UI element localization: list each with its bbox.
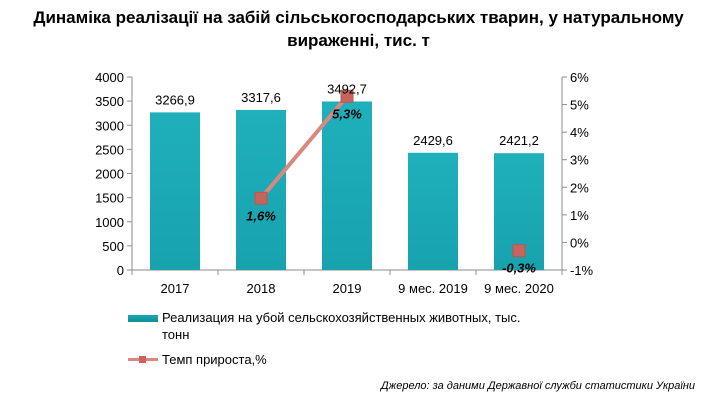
data-labels: 3266,9 3317,6 3492,7 2429,6 2421,2 1,6% 5,3% -0… — [155, 81, 539, 275]
y-left-tick-label: 1000 — [95, 215, 124, 230]
chart-title: Динаміка реалізації на забій сільськогос… — [0, 6, 717, 52]
bar-value-label: 2429,6 — [413, 133, 453, 148]
x-tick-label: 2018 — [247, 281, 276, 296]
line-value-label: -0,3% — [502, 261, 536, 276]
legend-line-label: Темп прироста,% — [162, 352, 267, 367]
y-left-tick-label: 1500 — [95, 191, 124, 206]
bar — [322, 101, 372, 270]
y-left-tick-label: 2000 — [95, 167, 124, 182]
legend-bar-swatch — [128, 315, 158, 322]
legend-bar-label-line1: Реализация на убой сельскохозяйственных … — [162, 310, 521, 325]
line-value-label: 5,3% — [332, 106, 362, 121]
line-segment — [259, 95, 349, 200]
y-left-tick-label: 0 — [117, 263, 124, 278]
x-tick-label: 2017 — [161, 281, 190, 296]
y-left-tick-label: 500 — [102, 239, 124, 254]
x-tick-label: 9 мес. 2020 — [484, 281, 554, 296]
bar-value-label: 3317,6 — [241, 90, 281, 105]
y-right-tick-label: -1% — [570, 263, 594, 278]
bar — [150, 112, 200, 271]
bar-value-label: 3492,7 — [327, 81, 367, 96]
y-right-tick-label: 4% — [570, 125, 589, 140]
line-point — [340, 89, 354, 103]
y-left-tick-label: 4000 — [95, 70, 124, 85]
y-right-tick-label: 5% — [570, 98, 589, 113]
y-right-tick-label: 3% — [570, 153, 589, 168]
y-right-tick-label: 0% — [570, 235, 589, 250]
y-right-tick-label: 6% — [570, 70, 589, 85]
legend-bar-label-line2: тонн — [162, 327, 190, 342]
y-left-tick-label: 3000 — [95, 118, 124, 133]
y-left-tick-label: 2500 — [95, 142, 124, 157]
x-tick-label: 2019 — [333, 281, 362, 296]
bar — [236, 109, 286, 270]
axes: 0 500 1000 1500 2000 2500 3000 3500 4000 -1% 0% 1% 2… — [95, 70, 593, 296]
y-right-tick-label: 2% — [570, 180, 589, 195]
y-left-tick-label: 3500 — [95, 94, 124, 109]
chart-title-line2: вираженні, тис. т — [287, 31, 430, 50]
line-point — [512, 244, 526, 258]
x-tick-label: 9 мес. 2019 — [398, 281, 468, 296]
legend-line-marker — [139, 356, 146, 363]
bar-value-label: 3266,9 — [155, 92, 195, 107]
bar-value-label: 2421,2 — [499, 133, 539, 148]
chart-title-line1: Динаміка реалізації на забій сільськогос… — [33, 8, 684, 27]
y-right-tick-label: 1% — [570, 208, 589, 223]
line-series — [254, 89, 526, 258]
source-note: Джерело: за даними Державної служби стат… — [380, 380, 695, 392]
line-point — [254, 191, 268, 205]
line-value-label: 1,6% — [246, 208, 276, 223]
bar — [408, 152, 458, 270]
bar-series — [150, 101, 544, 271]
